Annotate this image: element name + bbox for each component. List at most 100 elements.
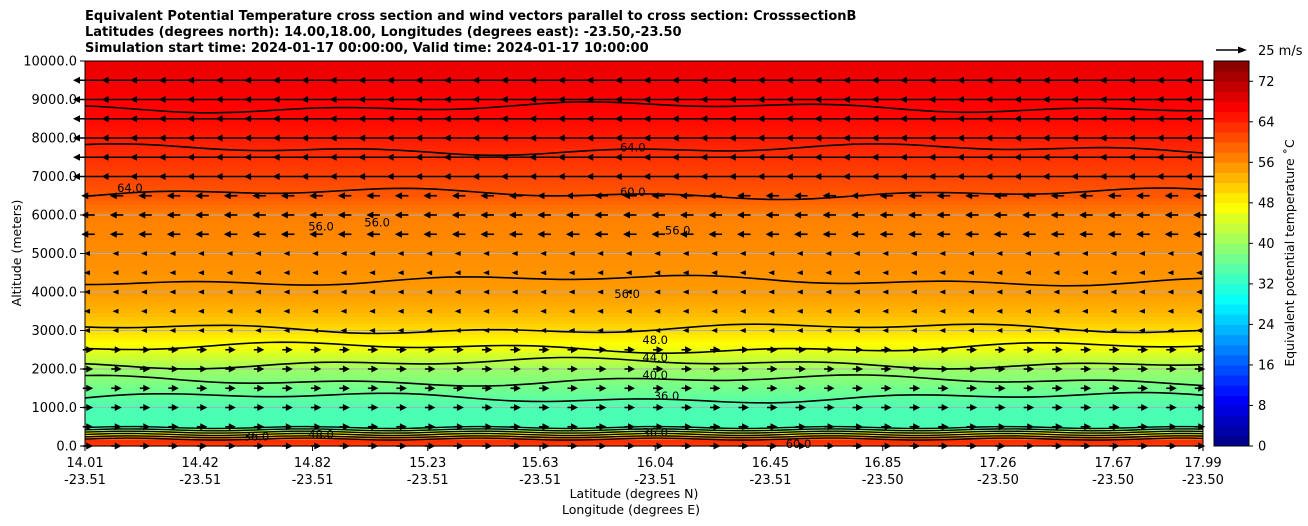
wind-vector	[500, 115, 531, 123]
wind-vector	[73, 76, 103, 84]
wind-vector	[1107, 230, 1122, 238]
wind-vector	[84, 328, 90, 333]
field-band	[85, 418, 1203, 423]
wind-vector	[1070, 96, 1101, 103]
contour-line	[84, 187, 1204, 201]
wind-vector	[738, 423, 750, 431]
wind-vector	[871, 96, 902, 103]
field-band	[85, 348, 1203, 353]
wind-vector	[252, 211, 266, 219]
wind-vector	[671, 76, 702, 84]
wind-vector	[426, 270, 433, 276]
wind-vector	[908, 192, 922, 200]
wind-vector	[226, 308, 233, 314]
wind-vector	[310, 365, 322, 373]
wind-vector	[651, 192, 666, 200]
contour-label: 64.0	[117, 181, 143, 195]
contour-line	[84, 435, 1204, 439]
wind-vector	[1127, 134, 1158, 142]
wind-vector	[1081, 251, 1088, 256]
wind-vector	[511, 251, 518, 256]
wind-vector	[511, 308, 518, 314]
wind-vector	[424, 384, 436, 392]
field-band	[85, 166, 1203, 171]
colorbar-level	[1214, 435, 1249, 447]
wind-vector	[614, 153, 645, 161]
wind-vector	[195, 211, 209, 219]
wind-vector	[1070, 134, 1101, 142]
wind-vector	[283, 328, 290, 333]
wind-vector	[565, 192, 580, 200]
wind-vector	[671, 134, 702, 142]
wind-vector	[198, 328, 205, 333]
wind-vector	[586, 76, 617, 84]
wind-vector	[557, 76, 588, 84]
colorbar-level	[1214, 415, 1249, 427]
wind-vector	[472, 173, 503, 180]
wind-vector	[130, 96, 161, 103]
wind-vector	[996, 251, 1003, 256]
wind-vector	[511, 289, 518, 295]
wind-vector	[1166, 384, 1177, 392]
wind-vector	[899, 173, 930, 180]
wind-vector	[624, 346, 635, 354]
wind-vector	[568, 328, 575, 333]
wind-vector	[739, 251, 746, 256]
wind-vector	[1137, 384, 1149, 392]
wind-vector	[597, 251, 604, 256]
field-band	[85, 222, 1203, 227]
field-band	[85, 299, 1203, 304]
y-tick-label: 0.0	[56, 440, 77, 455]
wind-vector	[1023, 365, 1035, 373]
wind-vector	[653, 365, 664, 373]
wind-vector	[483, 289, 490, 295]
wind-vector	[510, 404, 521, 411]
wind-vector	[1099, 115, 1130, 123]
wind-vector	[1156, 134, 1187, 142]
x-tick-label-lat: 14.01	[66, 456, 103, 471]
wind-vector	[529, 153, 560, 161]
wind-vector	[1107, 211, 1122, 219]
wind-vector	[928, 115, 959, 123]
x-tick-label-lat: 16.45	[752, 456, 789, 471]
wind-vector	[995, 365, 1006, 373]
wind-vector	[198, 251, 205, 256]
colorbar-level	[1214, 334, 1249, 346]
wind-vector	[158, 96, 189, 103]
field-band	[85, 306, 1203, 311]
wind-vector	[272, 96, 303, 103]
wind-vector	[1052, 346, 1063, 354]
field-band	[85, 278, 1203, 283]
wind-vector	[255, 251, 262, 256]
wind-vector	[282, 384, 293, 392]
wind-vector	[386, 115, 417, 123]
colorbar-tick-label: 48	[1258, 196, 1275, 211]
x-tick-label-lon: -23.50	[977, 473, 1019, 488]
wind-vector	[814, 96, 845, 103]
wind-vector	[965, 192, 979, 200]
wind-vector	[1052, 423, 1063, 431]
wind-vector	[340, 270, 347, 276]
wind-vector	[158, 173, 189, 180]
wind-vector	[852, 365, 864, 373]
wind-vector	[1070, 76, 1101, 84]
field-band	[85, 243, 1203, 248]
wind-vector	[985, 76, 1016, 84]
wind-vector	[993, 192, 1008, 200]
wind-vector	[557, 96, 588, 103]
wind-vector	[624, 384, 635, 392]
wind-vector	[871, 134, 902, 142]
wind-vector	[480, 230, 494, 238]
wind-vector	[851, 230, 865, 238]
wind-vector	[614, 134, 645, 142]
wind-vector	[415, 76, 446, 84]
wind-vector	[853, 308, 860, 314]
wind-vector	[196, 384, 208, 392]
field-band	[85, 369, 1203, 374]
wind-vector	[567, 423, 578, 431]
wind-vector	[1053, 328, 1060, 333]
contour-label: 36.0	[642, 426, 668, 440]
field-band	[85, 407, 1203, 412]
wind-vector	[451, 192, 466, 200]
